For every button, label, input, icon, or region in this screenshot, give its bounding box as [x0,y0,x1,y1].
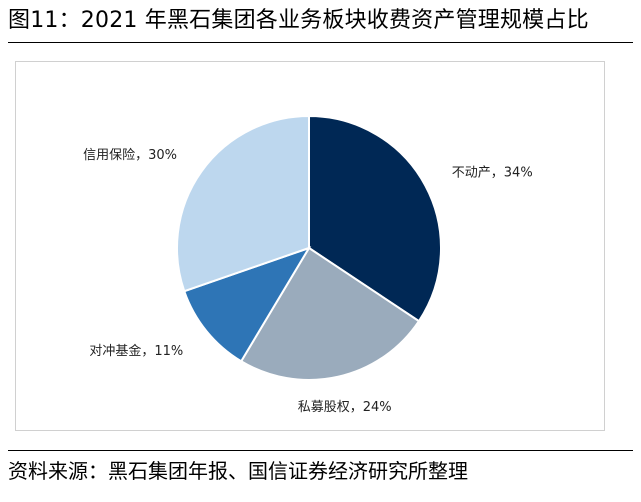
pie-label-0: 不动产，34% [452,165,533,180]
figure-title: 图11：2021 年黑石集团各业务板块收费资产管理规模占比 [8,8,589,33]
pie-label-3: 信用保险，30% [83,148,177,163]
pie-slice-2 [182,246,312,363]
pie-label-2: 对冲基金，11% [89,343,183,359]
source-rule [8,450,633,451]
pie-label-1: 私募股权，24% [298,399,392,415]
title-rule [8,42,633,43]
pie-slice-1 [239,246,421,381]
pie-labels: 不动产，34% 私募股权，24% 对冲基金，11% 信用保险，30% [83,148,533,415]
source-note: 资料来源：黑石集团年报、国信证券经济研究所整理 [8,459,468,483]
pie-slice-3 [176,114,310,293]
pie-slices [176,114,442,381]
